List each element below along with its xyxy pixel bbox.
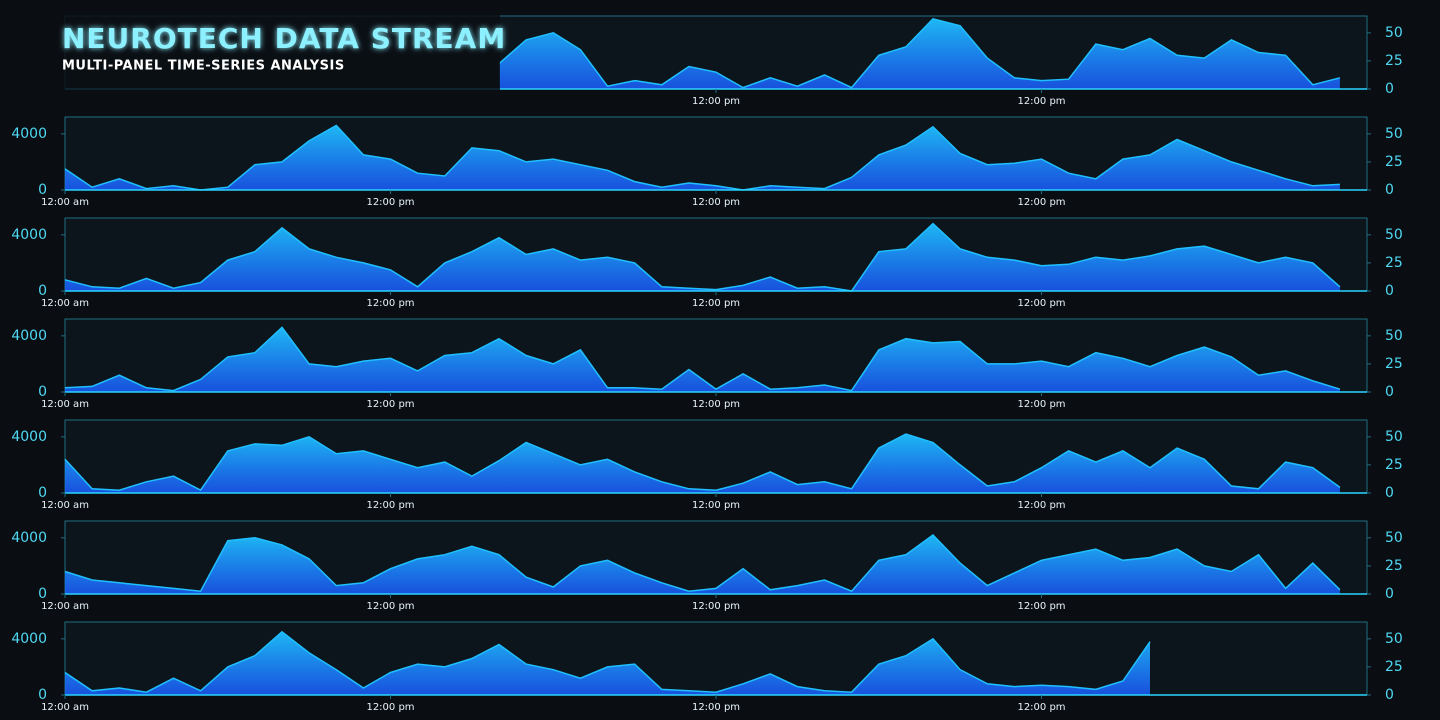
y-tick-label: 0 bbox=[38, 586, 47, 602]
x-tick-label: 12:00 pm bbox=[366, 702, 414, 713]
y-tick-label: 4000 bbox=[11, 328, 47, 344]
y-tick-label: 0 bbox=[38, 687, 47, 703]
x-tick-label: 12:00 pm bbox=[692, 500, 740, 511]
series-line bbox=[64, 534, 1341, 593]
x-tick-label: 12:00 pm bbox=[366, 298, 414, 309]
x-tick-label: 12:00 pm bbox=[692, 399, 740, 410]
series-line bbox=[64, 326, 1341, 392]
area-fill bbox=[65, 327, 1340, 392]
title: NEUROTECH DATA STREAM bbox=[62, 22, 506, 55]
y2-tick-label: 25 bbox=[1385, 356, 1403, 372]
y2-tick-label: 25 bbox=[1385, 255, 1403, 271]
x-tick-label: 12:00 pm bbox=[366, 399, 414, 410]
x-tick-label: 12:00 am bbox=[41, 601, 89, 612]
series-line bbox=[498, 17, 1341, 89]
y2-tick-label: 50 bbox=[1385, 126, 1403, 142]
x-tick-label: 12:00 pm bbox=[1017, 399, 1065, 410]
x-tick-label: 12:00 pm bbox=[366, 500, 414, 511]
x-tick-label: 12:00 am bbox=[41, 702, 89, 713]
x-tick-label: 12:00 pm bbox=[366, 197, 414, 208]
x-tick-label: 12:00 am bbox=[41, 399, 89, 410]
x-tick-label: 12:00 am bbox=[41, 500, 89, 511]
x-tick-label: 12:00 am bbox=[41, 298, 89, 309]
y2-tick-label: 0 bbox=[1385, 283, 1394, 299]
x-tick-label: 12:00 pm bbox=[692, 197, 740, 208]
y-tick-label: 4000 bbox=[11, 530, 47, 546]
x-tick-label: 12:00 pm bbox=[366, 601, 414, 612]
y2-tick-label: 50 bbox=[1385, 429, 1403, 445]
x-tick-label: 12:00 pm bbox=[1017, 601, 1065, 612]
x-tick-label: 12:00 am bbox=[41, 197, 89, 208]
x-tick-label: 12:00 pm bbox=[1017, 197, 1065, 208]
y2-tick-label: 50 bbox=[1385, 328, 1403, 344]
title-backdrop bbox=[40, 10, 500, 90]
x-tick-label: 12:00 pm bbox=[1017, 96, 1065, 107]
y2-tick-label: 0 bbox=[1385, 687, 1394, 703]
y2-tick-label: 25 bbox=[1385, 659, 1403, 675]
area-fill bbox=[65, 125, 1340, 190]
y-tick-label: 0 bbox=[38, 485, 47, 501]
y-tick-label: 4000 bbox=[11, 429, 47, 445]
y-tick-label: 0 bbox=[38, 283, 47, 299]
y-tick-label: 0 bbox=[38, 182, 47, 198]
series-line bbox=[64, 630, 1151, 693]
y2-tick-label: 25 bbox=[1385, 154, 1403, 170]
series-line bbox=[64, 124, 1340, 191]
area-fill bbox=[65, 434, 1340, 493]
y-tick-label: 4000 bbox=[11, 631, 47, 647]
x-tick-label: 12:00 pm bbox=[692, 96, 740, 107]
y2-tick-label: 0 bbox=[1385, 586, 1394, 602]
x-tick-label: 12:00 pm bbox=[692, 298, 740, 309]
y-tick-label: 4000 bbox=[11, 227, 47, 243]
y-tick-label: 4000 bbox=[11, 126, 47, 142]
area-fill bbox=[65, 631, 1150, 695]
y2-tick-label: 0 bbox=[1385, 485, 1394, 501]
y2-tick-label: 50 bbox=[1385, 227, 1403, 243]
x-tick-label: 12:00 pm bbox=[1017, 500, 1065, 511]
subtitle: MULTI-PANEL TIME-SERIES ANALYSIS bbox=[62, 59, 345, 74]
x-tick-label: 12:00 pm bbox=[692, 702, 740, 713]
y2-tick-label: 50 bbox=[1385, 25, 1403, 41]
y2-tick-label: 25 bbox=[1385, 53, 1403, 69]
y2-tick-label: 25 bbox=[1385, 558, 1403, 574]
y2-tick-label: 0 bbox=[1385, 182, 1394, 198]
y2-tick-label: 0 bbox=[1385, 81, 1394, 97]
area-fill bbox=[65, 223, 1340, 291]
y2-tick-label: 0 bbox=[1385, 384, 1394, 400]
x-tick-label: 12:00 pm bbox=[1017, 702, 1065, 713]
x-tick-label: 12:00 pm bbox=[692, 601, 740, 612]
y2-tick-label: 50 bbox=[1385, 631, 1403, 647]
panels: 0 25 50 12:00 pm 12:00 pm 0 4000 0 25 50 12:00 am 1… bbox=[11, 15, 1403, 713]
y-tick-label: 0 bbox=[38, 384, 47, 400]
series-line bbox=[64, 222, 1341, 292]
area-fill bbox=[65, 535, 1340, 594]
y2-tick-label: 50 bbox=[1385, 530, 1403, 546]
y2-tick-label: 25 bbox=[1385, 457, 1403, 473]
x-tick-label: 12:00 pm bbox=[1017, 298, 1065, 309]
series-line bbox=[64, 433, 1341, 492]
